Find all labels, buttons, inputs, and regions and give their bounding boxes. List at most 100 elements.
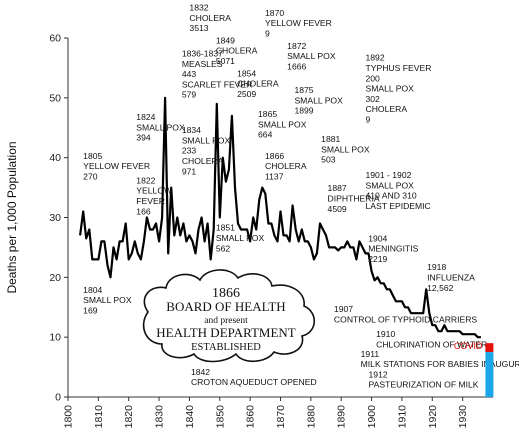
series-line — [79, 96, 481, 339]
annotation-line: 9 — [366, 115, 371, 125]
x-tick-label: 1860 — [245, 405, 257, 429]
annotation-line: 2509 — [237, 89, 256, 99]
annotation-line: PASTEURIZATION OF MILK — [369, 380, 479, 390]
annotation: 1834 SMALL POX 233 CHOLERA 971 — [182, 125, 231, 176]
annotation-line: 503 — [321, 155, 336, 165]
annotation-line: 562 — [216, 243, 231, 253]
annotation-line: LAST EPIDEMIC — [366, 201, 431, 211]
x-tick-label: 1920 — [427, 405, 439, 429]
annotation-line: YELLOW — [136, 186, 173, 196]
annotation-line: 1872 — [287, 41, 306, 51]
annotation-line: 1865 — [258, 109, 277, 119]
annotation: 1872 SMALL POX 1666 — [287, 41, 336, 72]
annotation-line: 233 — [182, 146, 197, 156]
annotation-line: SCARLET FEVER — [182, 79, 253, 89]
annotation-line: 1875 — [294, 85, 313, 95]
annotation-line: SMALL POX — [287, 51, 336, 61]
annotation-line: 4509 — [328, 204, 347, 214]
y-tick-label: 0 — [55, 392, 61, 404]
annotation-line: CHLORINATION OF WATER — [376, 339, 487, 349]
x-tick-label: 1930 — [457, 405, 469, 429]
annotation-line: CHOLERA — [366, 104, 408, 114]
annotation-line: 1851 — [216, 223, 235, 233]
y-tick-label: 50 — [49, 92, 61, 104]
annotation-line: INFLUENZA — [427, 272, 475, 282]
annotation: 1910 CHLORINATION OF WATER — [376, 329, 487, 349]
annotation-line: SMALL POX — [321, 144, 370, 154]
annotation: 1822 YELLOW FEVER 166 — [136, 175, 173, 216]
cloud-line-3: and present — [204, 316, 248, 326]
annotation-line: CHOLERA — [265, 161, 307, 171]
annotation-line: 1901 - 1902 — [366, 170, 412, 180]
annotation-line: 200 — [366, 73, 381, 83]
annotation-line: 12,562 — [427, 283, 454, 293]
annotation-line: 1911 — [361, 349, 380, 359]
annotation: 1875 SMALL POX 1899 — [294, 85, 343, 116]
annotation-line: 302 — [366, 94, 381, 104]
annotation-line: CHOLERA — [182, 156, 224, 166]
annotation-line: 1805 — [83, 151, 102, 161]
annotation-line: 270 — [83, 171, 98, 181]
annotation-line: 2219 — [368, 254, 387, 264]
annotation-line: 664 — [258, 130, 273, 140]
x-tick-label: 1840 — [184, 405, 196, 429]
annotation: 1918 INFLUENZA 12,562 — [427, 262, 475, 293]
annotation-line: 1804 — [83, 285, 102, 295]
annotation-line: 1137 — [265, 171, 284, 181]
x-tick-label: 1800 — [63, 405, 75, 429]
y-tick-label: 60 — [49, 33, 61, 45]
y-tick-label: 30 — [49, 212, 61, 224]
annotation-line: SMALL POX — [366, 180, 415, 190]
annotation-line: 5071 — [216, 56, 235, 66]
annotation: 1904 MENINGITIS 2219 — [368, 233, 418, 264]
annotation: 1804 SMALL POX 169 — [83, 285, 132, 316]
annotation: 1849 CHOLERA 5071 — [216, 35, 258, 66]
line-layer — [79, 96, 481, 339]
annotation-line: CONTROL OF TYPHOID CARRIERS — [334, 314, 478, 324]
annotation-line: 1822 — [136, 175, 155, 185]
annotation-line: 1832 — [189, 2, 208, 12]
cloud-line-4: HEALTH DEPARTMENT — [156, 325, 296, 340]
annotation-line: CHOLERA — [237, 79, 279, 89]
axes: 0 10 20 30 40 50 60 1800 1810 1820 1830 1840 1850 186… — [5, 33, 493, 429]
annotation-line: 1870 — [265, 8, 284, 18]
annotation-line: SMALL POX — [366, 84, 415, 94]
annotation: 1824 SMALL POX 394 — [136, 112, 185, 143]
annotation-line: 9 — [265, 28, 270, 38]
annotation: 1887 DIPHTHERIA 4509 — [328, 183, 380, 214]
annotation-line: 1910 — [376, 329, 395, 339]
cloud-line-2: BOARD OF HEALTH — [166, 299, 285, 314]
annotation: 1901 - 1902 SMALL POX 410 AND 310 LAST EPID… — [366, 170, 431, 211]
cloud-shape — [142, 269, 316, 363]
annotation: 1892 TYPHUS FEVER 200 SMALL POX 302 CHOLERA 9 — [366, 53, 432, 125]
annotation: 1836-1837 MEASLES 443 SCARLET FEVER 579 — [182, 49, 253, 100]
annotation-line: MENINGITIS — [368, 244, 418, 254]
annotation-line: SMALL POX — [136, 122, 185, 132]
x-tick-label: 1820 — [123, 405, 135, 429]
annotation-line: 1887 — [328, 183, 347, 193]
annotation-line: 410 AND 310 — [366, 191, 417, 201]
annotation-line: MILK STATIONS FOR BABIES INAUGURATED — [361, 359, 519, 369]
annotation-line: 3513 — [189, 23, 208, 33]
annotation-line: FEVER — [136, 196, 165, 206]
x-tick-label: 1910 — [396, 405, 408, 429]
annotation-line: 1881 — [321, 134, 340, 144]
annotation: 1854 CHOLERA 2509 — [237, 68, 279, 99]
annotation-line: CROTON AQUEDUCT OPENED — [191, 377, 317, 387]
x-tick-label: 1900 — [366, 405, 378, 429]
annotation-line: 1842 — [191, 367, 210, 377]
annotation-line: MEASLES — [182, 59, 223, 69]
x-tick-label: 1890 — [336, 405, 348, 429]
annotation: 1805 YELLOW FEVER 270 — [83, 151, 150, 182]
covid-marker: COVID — [454, 341, 494, 397]
annotation-line: 1866 — [265, 151, 284, 161]
annotation-line: CHOLERA — [189, 13, 231, 23]
annotation-line: TYPHUS FEVER — [366, 63, 432, 73]
x-tick-label: 1880 — [305, 405, 317, 429]
annotation: 1907 CONTROL OF TYPHOID CARRIERS — [334, 304, 478, 324]
annotation: 1851 SMALL POX 562 — [216, 223, 265, 254]
annotation-line: 169 — [83, 305, 98, 315]
annotation-line: 1849 — [216, 35, 235, 45]
